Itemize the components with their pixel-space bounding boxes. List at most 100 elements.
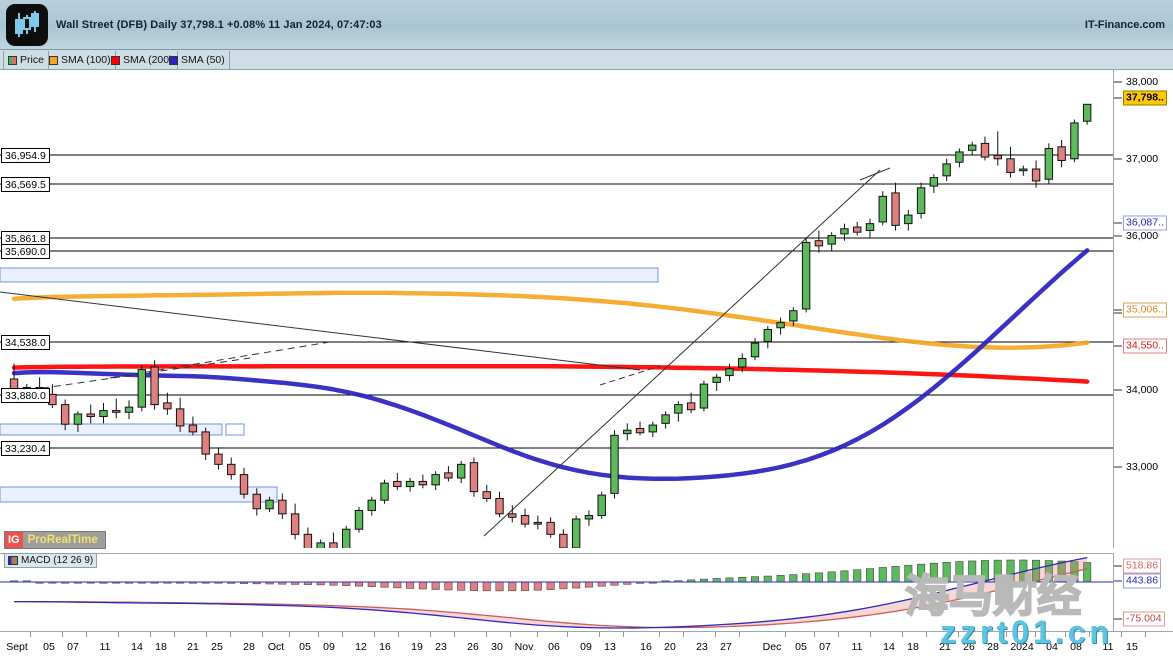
- candle-body: [520, 515, 530, 525]
- sma100-swatch-icon: [49, 55, 58, 65]
- date-axis-tick: [398, 632, 399, 637]
- date-axis-tick: [958, 632, 959, 637]
- macd-histogram-bar: [865, 568, 874, 583]
- legend-item-price[interactable]: Price: [3, 51, 49, 69]
- current-price[interactable]: 37,798..: [1123, 90, 1167, 106]
- date-axis-tick: [814, 632, 815, 637]
- macd-histogram-bar: [955, 561, 964, 583]
- candle-body: [508, 513, 517, 518]
- candle-body: [597, 494, 606, 517]
- candle-body: [635, 428, 645, 434]
- macd-histogram-bar: [980, 560, 989, 583]
- candle-body: [444, 472, 453, 479]
- candle-body: [99, 410, 108, 418]
- axis-tick-label: 36,000: [1126, 230, 1159, 242]
- sma200-swatch-icon: [111, 55, 120, 65]
- price-level-tag[interactable]: 36,569.5: [1, 177, 50, 192]
- candle-body: [916, 187, 926, 214]
- legend-item-sma50[interactable]: SMA (50): [165, 51, 230, 69]
- date-axis-tick: [659, 632, 660, 637]
- date-axis-label: 04: [1046, 641, 1058, 653]
- date-axis-label: Oct: [267, 641, 285, 653]
- candle-body: [686, 402, 696, 411]
- macd-histogram-bar: [533, 581, 542, 591]
- macd-signal-value[interactable]: 518.86: [1123, 558, 1162, 574]
- candle-body: [367, 499, 376, 511]
- date-axis-label: 27: [720, 641, 732, 653]
- date-axis-label: 18: [155, 641, 167, 653]
- date-axis-tick: [926, 632, 927, 637]
- macd-histogram-bar: [917, 563, 926, 583]
- indicator-legend-bar: Price SMA (100) SMA (200) SMA (50): [0, 50, 1173, 70]
- date-axis-tick: [1065, 632, 1066, 637]
- date-axis-label: 11: [99, 641, 111, 653]
- candle-body: [188, 424, 198, 433]
- moving-average-line: [11, 248, 1090, 482]
- candle-body: [584, 515, 594, 520]
- brand-label: IT-Finance.com: [1084, 19, 1165, 31]
- candle-body: [1019, 168, 1028, 172]
- date-axis-label: 12: [355, 641, 367, 653]
- price-level-tag[interactable]: 33,230.4: [1, 441, 50, 456]
- date-axis-label: 15: [1126, 641, 1138, 653]
- date-axis-tick: [510, 632, 511, 637]
- candle-body: [495, 497, 504, 515]
- candle-body: [1082, 103, 1092, 122]
- macd-hist-value[interactable]: -75.004: [1123, 611, 1165, 627]
- date-axis-label: 14: [131, 641, 143, 653]
- price-chart-pane[interactable]: [0, 70, 1114, 548]
- macd-chart-pane[interactable]: [0, 553, 1114, 631]
- date-axis-label: 09: [323, 641, 335, 653]
- legend-item-sma100[interactable]: SMA (100): [45, 51, 116, 69]
- macd-histogram-bar: [840, 570, 849, 583]
- macd-histogram-bar: [904, 564, 913, 583]
- price-level-tag[interactable]: 34,538.0: [1, 335, 50, 350]
- price-level-tag[interactable]: 36,954.9: [1, 148, 50, 163]
- candle-body: [405, 480, 415, 488]
- date-axis-tick: [430, 632, 431, 637]
- sma100-value[interactable]: 35,006..: [1123, 302, 1167, 318]
- date-axis-bottom[interactable]: Sept 05 07 11 14 18 21 25 28 Oct 05 09 12 16 19 23 26 30 N…: [0, 631, 1173, 660]
- candle-body: [252, 493, 261, 510]
- candle-body: [763, 328, 772, 342]
- candle-body: [865, 223, 875, 231]
- date-axis-label: 11: [851, 641, 863, 653]
- macd-histogram-bar: [814, 572, 823, 583]
- date-axis-label: 16: [640, 641, 652, 653]
- macd-histogram-bar: [406, 581, 415, 589]
- macd-legend-chip[interactable]: MACD (12 26 9): [4, 553, 98, 568]
- price-level-tag[interactable]: 33,880.0: [1, 388, 50, 403]
- candle-body: [124, 406, 134, 413]
- date-axis-tick: [374, 632, 375, 637]
- resistance-zone-upper: [0, 267, 659, 283]
- candle-body: [380, 482, 389, 501]
- candle-body: [329, 542, 338, 548]
- macd-histogram-bar: [712, 578, 721, 583]
- date-axis-tick: [206, 632, 207, 637]
- date-axis-tick: [230, 632, 231, 637]
- date-axis-tick: [150, 632, 151, 637]
- macd-line-value[interactable]: 443.86: [1123, 573, 1162, 589]
- sma50-value[interactable]: 36,087..: [1123, 215, 1167, 231]
- candle-body: [776, 322, 785, 329]
- date-axis-tick: [174, 632, 175, 637]
- macd-histogram-bar: [891, 566, 900, 583]
- date-axis-tick: [118, 632, 119, 637]
- candle-body: [73, 413, 83, 425]
- price-level-tag[interactable]: 35,690.0: [1, 244, 50, 259]
- macd-histogram-bar: [508, 581, 517, 592]
- macd-histogram-bar: [431, 581, 440, 590]
- candle-body: [1031, 168, 1041, 182]
- descending-trendline: [0, 291, 641, 371]
- date-axis-label: 05: [795, 641, 807, 653]
- date-axis-label: 23: [435, 641, 447, 653]
- price-axis-right[interactable]: 38,00037,00036,00035,00034,00033,00037,7…: [1114, 70, 1173, 631]
- date-axis-tick: [86, 632, 87, 637]
- macd-histogram-bar: [853, 569, 862, 583]
- date-axis-label: 07: [67, 641, 79, 653]
- candle-body: [86, 413, 95, 418]
- macd-histogram-bar: [342, 581, 351, 586]
- sma200-value[interactable]: 34,550..: [1123, 338, 1167, 354]
- macd-histogram-bar: [521, 581, 530, 591]
- date-axis-tick: [567, 632, 568, 637]
